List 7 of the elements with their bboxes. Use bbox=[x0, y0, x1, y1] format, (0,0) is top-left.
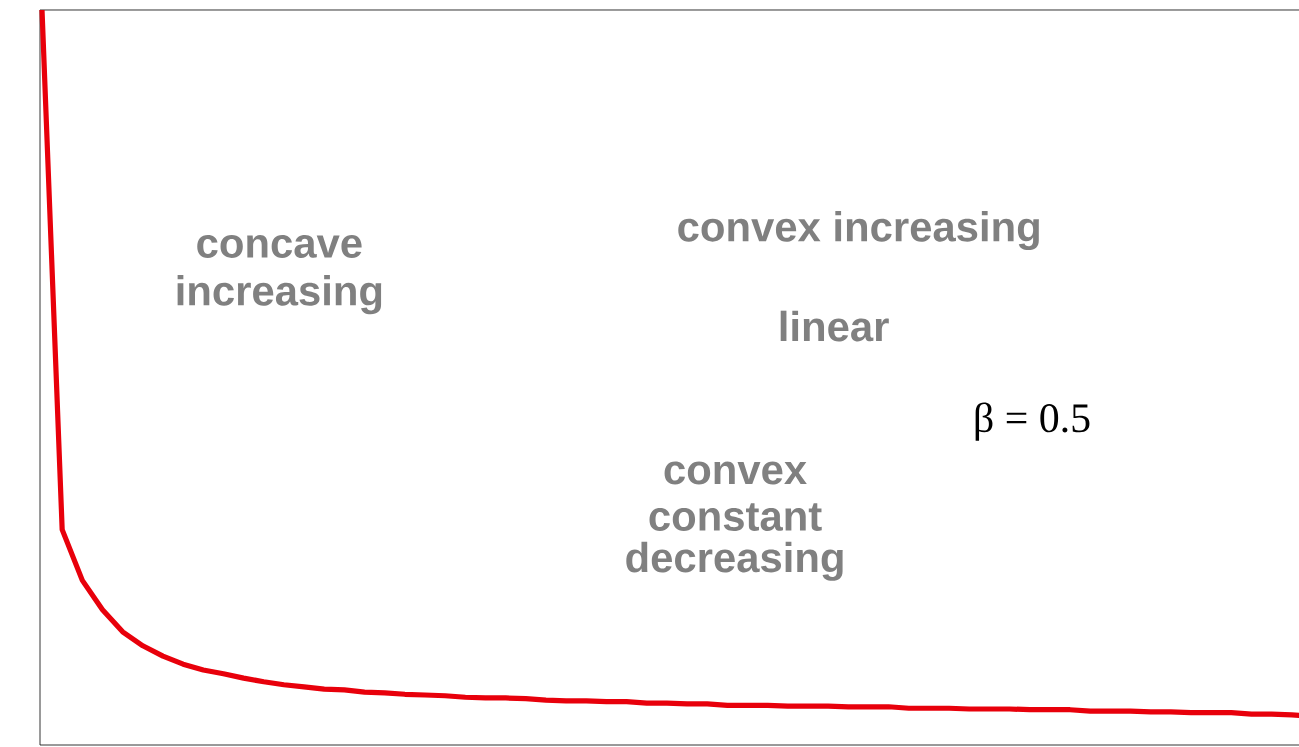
annotation: decreasing bbox=[626, 541, 843, 581]
annotation: linear bbox=[780, 310, 889, 342]
annotation: convex increasing bbox=[678, 210, 1039, 251]
annotation: constant bbox=[649, 503, 822, 531]
annotation: β = 0.5 bbox=[975, 402, 1090, 441]
annotation: concave increasing bbox=[177, 234, 382, 315]
annotation: convex bbox=[664, 461, 807, 485]
